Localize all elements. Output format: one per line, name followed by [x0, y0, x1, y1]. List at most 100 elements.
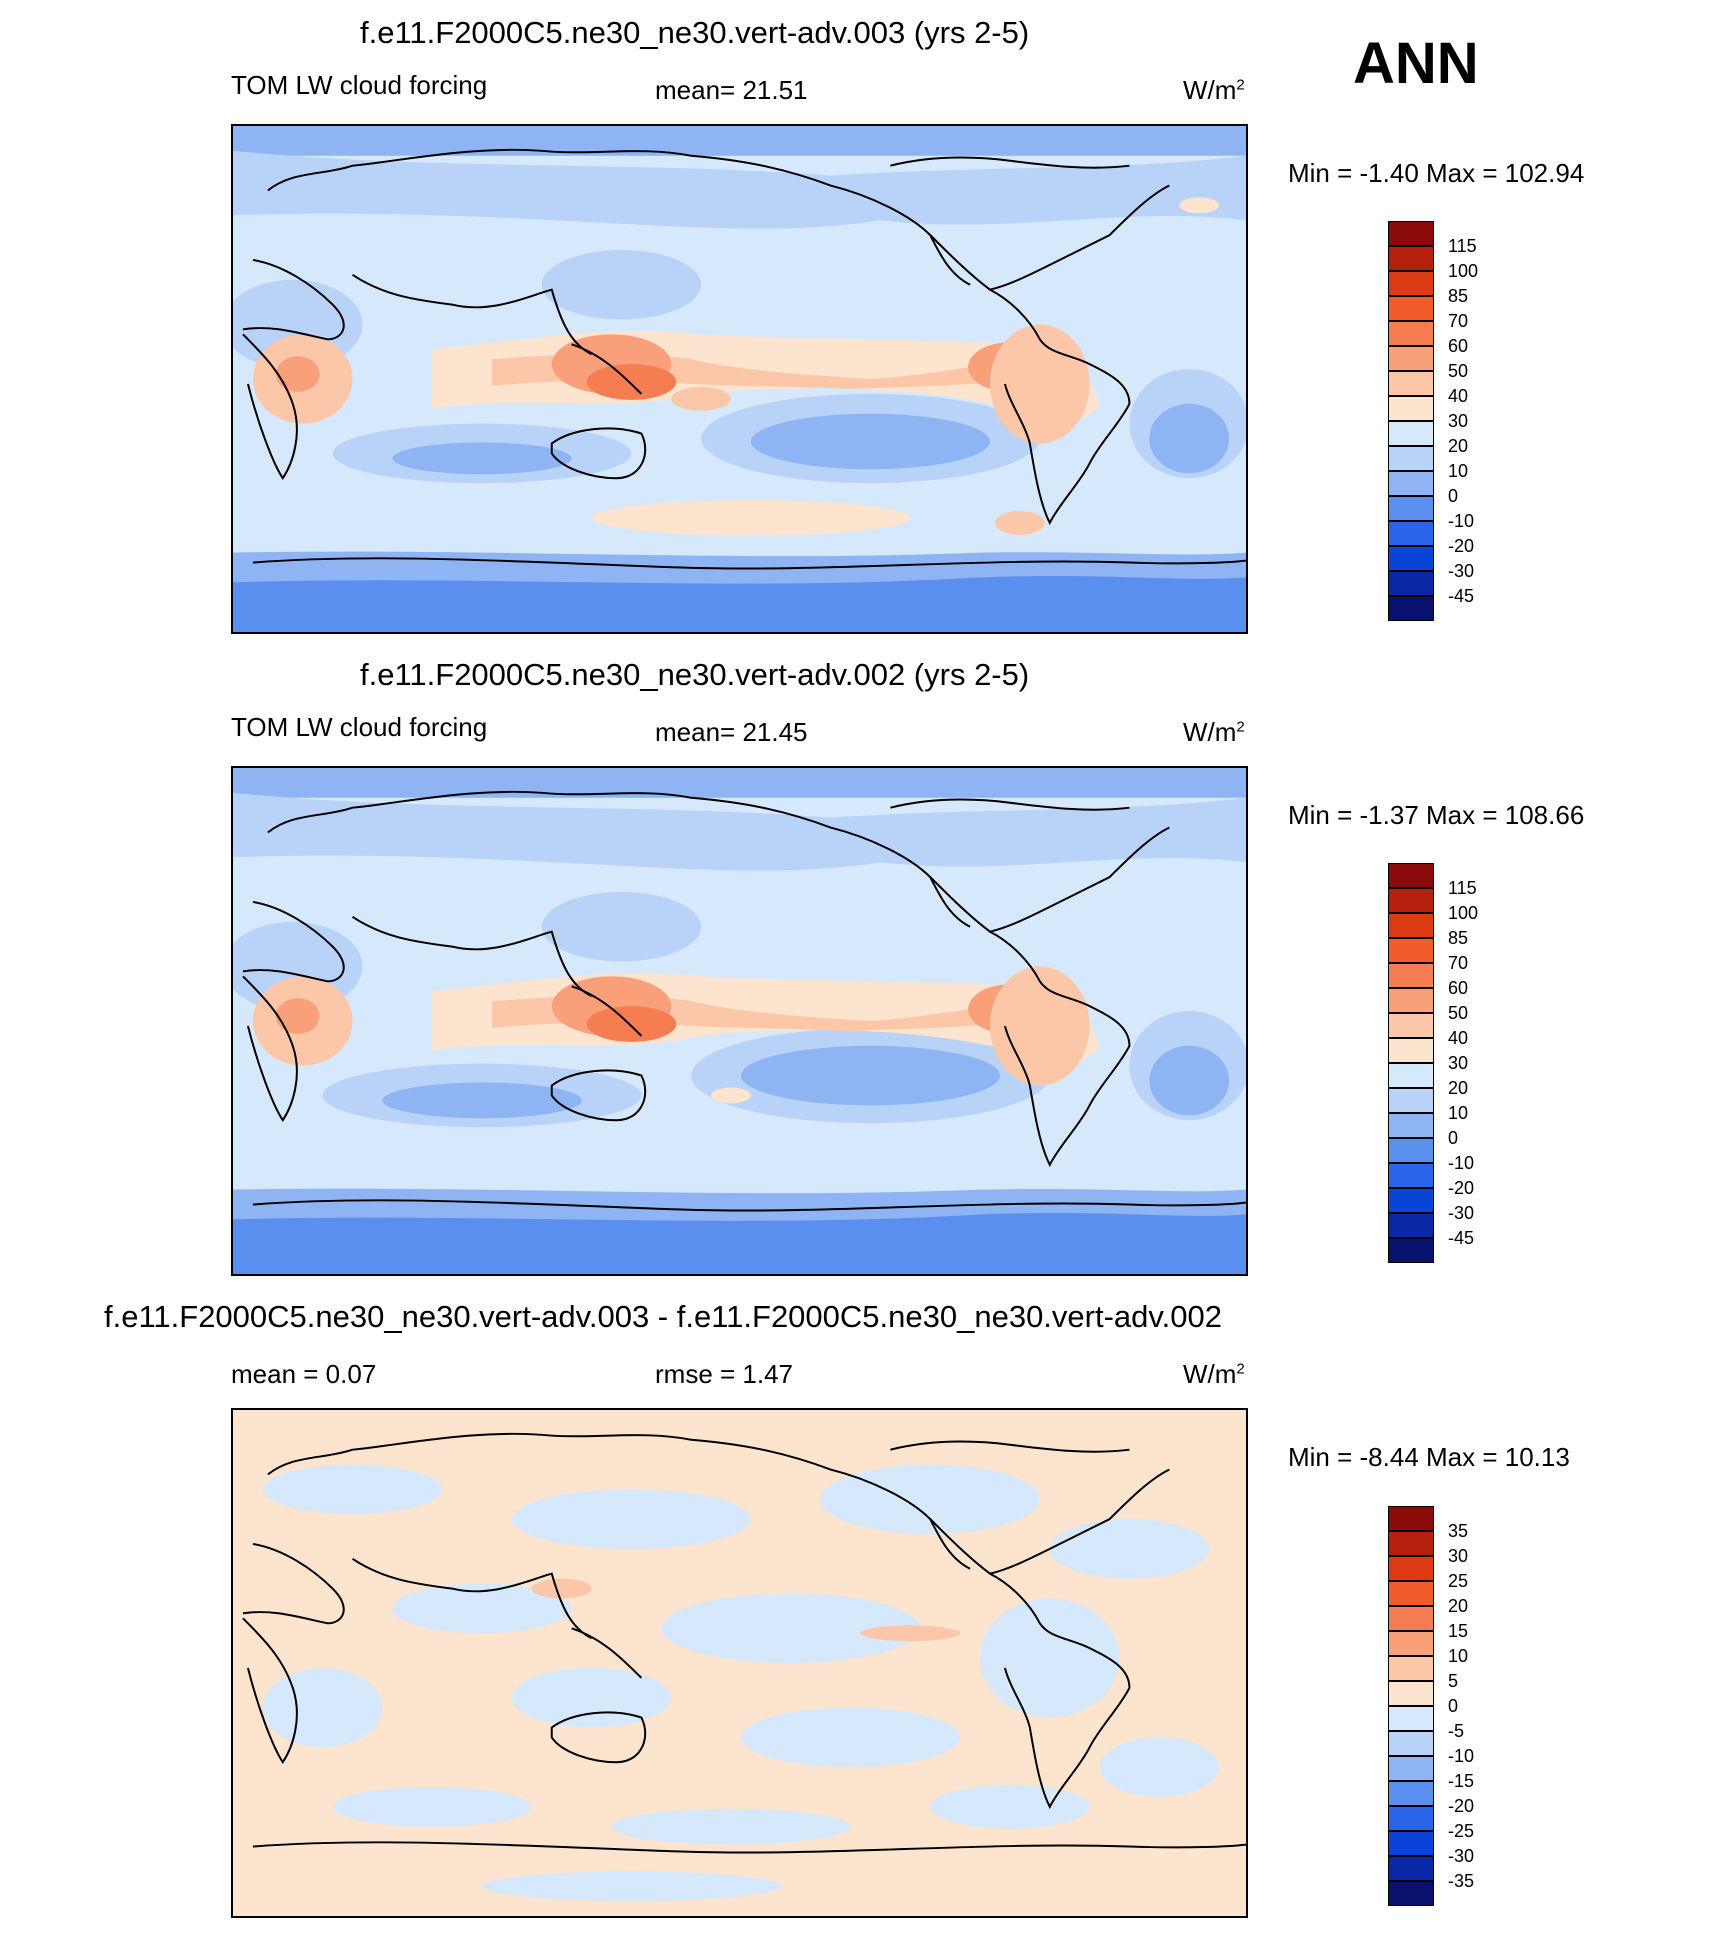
colorbar-swatch — [1388, 1631, 1434, 1656]
colorbar-swatch — [1388, 346, 1434, 371]
season-label: ANN — [1353, 31, 1479, 96]
colorbar-swatch — [1388, 296, 1434, 321]
colorbar-swatch — [1388, 1856, 1434, 1881]
colorbar-tick-label: 40 — [1448, 1028, 1469, 1048]
colorbar-tick-label: -10 — [1448, 1153, 1475, 1173]
colorbar-tick-label: 10 — [1448, 1646, 1469, 1666]
panel-1-map — [231, 124, 1248, 634]
colorbar-swatch — [1388, 521, 1434, 546]
colorbar-swatch — [1388, 938, 1434, 963]
colorbar-tick-label: 70 — [1448, 953, 1469, 973]
colorbar-swatch — [1388, 496, 1434, 521]
colorbar-tick-label: -45 — [1448, 586, 1475, 606]
colorbar-swatch — [1388, 1213, 1434, 1238]
panel-2-mean: mean= 21.45 — [655, 717, 808, 747]
colorbar-swatch — [1388, 246, 1434, 271]
colorbar-tick-label: 60 — [1448, 336, 1469, 356]
colorbar-tick-label: 60 — [1448, 978, 1469, 998]
colorbar-tick-label: 5 — [1448, 1671, 1459, 1691]
colorbar-tick-label: 35 — [1448, 1521, 1469, 1541]
colorbar-swatch — [1388, 1731, 1434, 1756]
colorbar-tick-label: -30 — [1448, 561, 1475, 581]
panel-3-map — [231, 1408, 1248, 1918]
colorbar-tick-label: 50 — [1448, 361, 1469, 381]
colorbar-swatch — [1388, 321, 1434, 346]
colorbar-tick-label: -30 — [1448, 1203, 1475, 1223]
colorbar-swatch — [1388, 1531, 1434, 1556]
colorbar-swatch — [1388, 596, 1434, 621]
panel-2-colorbar: 115 100 85 70 60 50 40 30 20 10 0 -10 -20 -30 -45 — [1388, 863, 1478, 1263]
colorbar-tick-label: 20 — [1448, 436, 1469, 456]
colorbar-swatch — [1388, 1238, 1434, 1263]
colorbar-swatch — [1388, 271, 1434, 296]
panel-2-minmax: Min = -1.37 Max = 108.66 — [1288, 800, 1585, 830]
colorbar-swatch — [1388, 1681, 1434, 1706]
panel-3-rmse: rmse = 1.47 — [655, 1359, 794, 1389]
colorbar-swatch — [1388, 1113, 1434, 1138]
panel-1-minmax: Min = -1.40 Max = 102.94 — [1288, 158, 1585, 188]
panel-1-colorbar: 115 100 85 70 60 50 40 30 20 10 0 -10 -20 -30 -45 — [1388, 221, 1478, 621]
panel-1-mean: mean= 21.51 — [655, 75, 808, 105]
colorbar-tick-label: -20 — [1448, 1796, 1475, 1816]
colorbar-tick-label: 85 — [1448, 928, 1469, 948]
colorbar-swatch — [1388, 863, 1434, 888]
colorbar-tick-label: -10 — [1448, 511, 1475, 531]
colorbar-swatch — [1388, 1806, 1434, 1831]
colorbar-tick-label: -45 — [1448, 1228, 1475, 1248]
panel-3-units: W/m2 — [1183, 1359, 1245, 1389]
colorbar-swatch — [1388, 1556, 1434, 1581]
colorbar-swatch — [1388, 1138, 1434, 1163]
colorbar-tick-label: -10 — [1448, 1746, 1475, 1766]
colorbar-tick-label: -20 — [1448, 536, 1475, 556]
colorbar-swatch — [1388, 1188, 1434, 1213]
colorbar-swatch — [1388, 1063, 1434, 1088]
colorbar-tick-label: 20 — [1448, 1078, 1469, 1098]
colorbar-swatch — [1388, 1831, 1434, 1856]
colorbar-tick-label: -5 — [1448, 1721, 1465, 1741]
colorbar-swatch — [1388, 421, 1434, 446]
panel-2-title: f.e11.F2000C5.ne30_ne30.vert-adv.002 (yr… — [360, 657, 1030, 692]
colorbar-swatch — [1388, 1781, 1434, 1806]
colorbar-tick-label: 10 — [1448, 1103, 1469, 1123]
colorbar-swatch — [1388, 1881, 1434, 1906]
colorbar-swatch — [1388, 1088, 1434, 1113]
panel-3-mean: mean = 0.07 — [231, 1359, 377, 1389]
colorbar-tick-label: -15 — [1448, 1771, 1475, 1791]
colorbar-tick-label: -25 — [1448, 1821, 1475, 1841]
colorbar-tick-label: 0 — [1448, 1696, 1459, 1716]
colorbar-swatch — [1388, 1656, 1434, 1681]
colorbar-swatch — [1388, 1038, 1434, 1063]
colorbar-tick-label: 0 — [1448, 1128, 1459, 1148]
panel-3-title: f.e11.F2000C5.ne30_ne30.vert-adv.003 - f… — [104, 1299, 1222, 1334]
colorbar-tick-label: 115 — [1448, 236, 1477, 256]
colorbar-tick-label: 0 — [1448, 486, 1459, 506]
colorbar-swatch — [1388, 471, 1434, 496]
colorbar-tick-label: 30 — [1448, 1546, 1469, 1566]
colorbar-tick-label: 50 — [1448, 1003, 1469, 1023]
colorbar-swatch — [1388, 1606, 1434, 1631]
colorbar-tick-label: 20 — [1448, 1596, 1469, 1616]
panel-2-units: W/m2 — [1183, 717, 1245, 747]
colorbar-swatch — [1388, 396, 1434, 421]
panel-1-title: f.e11.F2000C5.ne30_ne30.vert-adv.003 (yr… — [360, 15, 1030, 50]
colorbar-swatch — [1388, 1163, 1434, 1188]
colorbar-swatch — [1388, 963, 1434, 988]
colorbar-tick-label: 30 — [1448, 411, 1469, 431]
panel-2-variable-label: TOM LW cloud forcing — [231, 712, 488, 742]
colorbar-tick-label: -20 — [1448, 1178, 1475, 1198]
colorbar-tick-label: -35 — [1448, 1871, 1475, 1891]
colorbar-tick-label: -30 — [1448, 1846, 1475, 1866]
colorbar-tick-label: 10 — [1448, 461, 1469, 481]
colorbar-swatch — [1388, 913, 1434, 938]
colorbar-tick-label: 85 — [1448, 286, 1469, 306]
colorbar-swatch — [1388, 988, 1434, 1013]
colorbar-tick-label: 15 — [1448, 1621, 1469, 1641]
colorbar-swatch — [1388, 546, 1434, 571]
colorbar-swatch — [1388, 221, 1434, 246]
colorbar-swatch — [1388, 1506, 1434, 1531]
panel-1-units: W/m2 — [1183, 75, 1245, 105]
colorbar-tick-label: 70 — [1448, 311, 1469, 331]
colorbar-tick-label: 100 — [1448, 261, 1479, 281]
colorbar-swatch — [1388, 371, 1434, 396]
colorbar-swatch — [1388, 571, 1434, 596]
